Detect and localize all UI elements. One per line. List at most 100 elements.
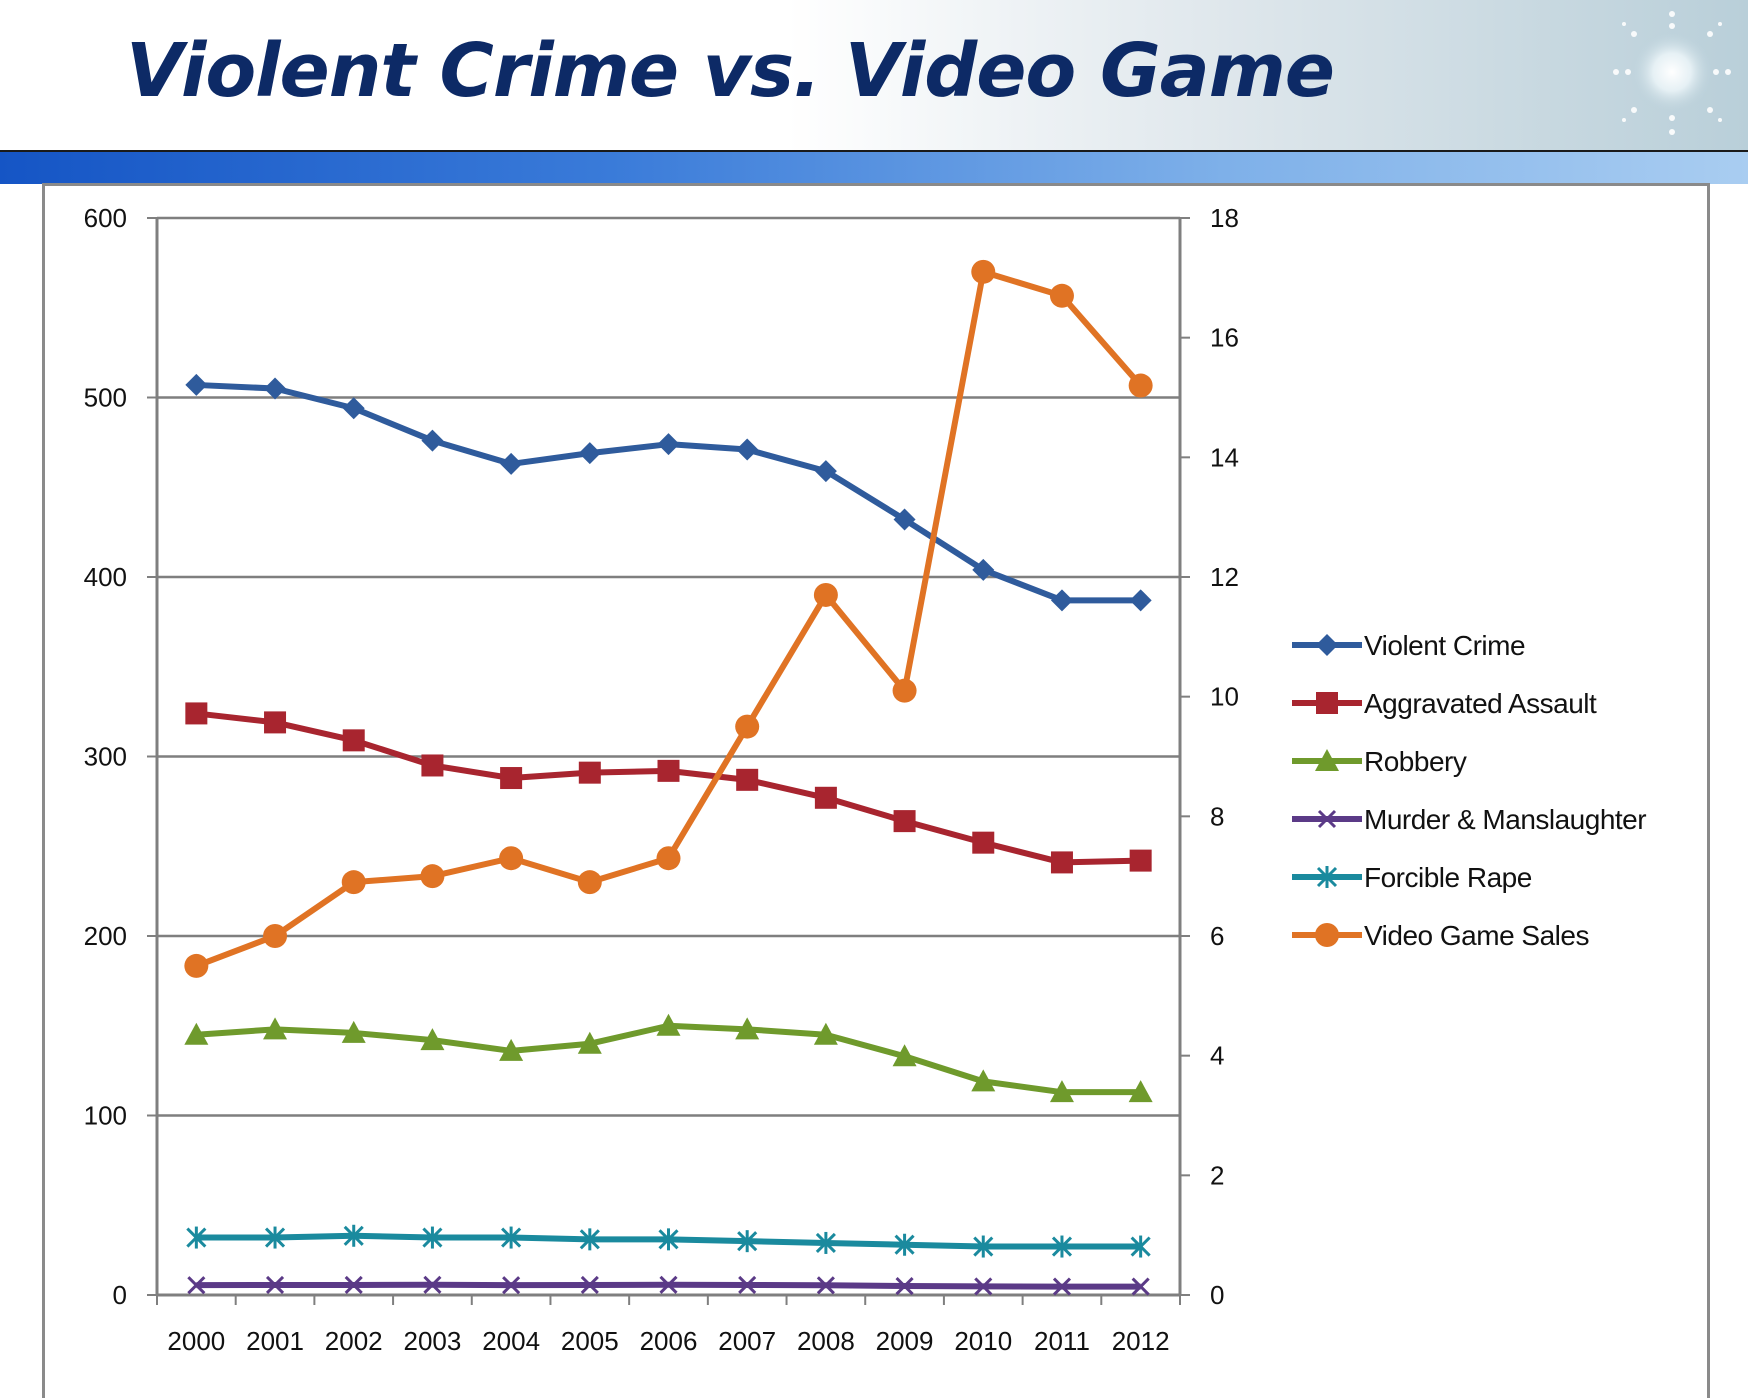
- tick-label-right-16: 16: [1210, 323, 1239, 353]
- point-murder-manslaughter-2009: [895, 1276, 914, 1296]
- x-label-2009: 2009: [876, 1326, 934, 1356]
- slide-header: Violent Crime vs. Video Game: [0, 0, 1748, 150]
- point-violent-crime-2011: [1050, 589, 1073, 612]
- point-forcible-rape-2004: [501, 1226, 522, 1249]
- x-label-2003: 2003: [404, 1326, 462, 1356]
- x-label-2007: 2007: [718, 1326, 776, 1356]
- point-aggravated-assault-2007: [736, 768, 759, 791]
- point-video-game-sales-2003: [420, 864, 445, 889]
- point-aggravated-assault-2002: [342, 729, 365, 752]
- legend-marker-robbery: [1315, 749, 1339, 771]
- point-murder-manslaughter-2004: [502, 1276, 521, 1295]
- point-murder-manslaughter-2002: [344, 1275, 363, 1295]
- point-video-game-sales-2004: [499, 846, 524, 871]
- tick-label-right-4: 4: [1210, 1041, 1224, 1071]
- legend-label-violent-crime: Violent Crime: [1364, 630, 1525, 661]
- point-robbery-2003: [420, 1028, 445, 1051]
- point-murder-manslaughter-2010: [974, 1277, 993, 1296]
- point-robbery-2001: [263, 1017, 288, 1040]
- point-aggravated-assault-2001: [264, 711, 287, 734]
- point-robbery-2000: [184, 1022, 209, 1045]
- legend-marker-aggravated-assault: [1316, 692, 1338, 714]
- point-aggravated-assault-2008: [814, 786, 837, 809]
- x-label-2011: 2011: [1034, 1326, 1090, 1356]
- x-label-2008: 2008: [797, 1326, 855, 1356]
- x-label-2005: 2005: [561, 1326, 619, 1356]
- point-murder-manslaughter-2006: [659, 1275, 678, 1294]
- point-video-game-sales-2002: [341, 870, 366, 895]
- point-robbery-2008: [813, 1022, 838, 1045]
- legend-label-aggravated-assault: Aggravated Assault: [1364, 688, 1597, 719]
- point-video-game-sales-2008: [813, 582, 838, 607]
- point-robbery-2009: [892, 1044, 917, 1067]
- tick-label-left-600: 600: [84, 203, 127, 233]
- point-violent-crime-2002: [342, 397, 365, 420]
- point-murder-manslaughter-2000: [187, 1276, 206, 1295]
- point-murder-manslaughter-2012-b: [1131, 1277, 1150, 1296]
- point-robbery-2004: [499, 1038, 524, 1061]
- point-forcible-rape-2002: [343, 1224, 364, 1247]
- point-violent-crime-2012: [1129, 589, 1152, 612]
- x-label-2010: 2010: [954, 1326, 1012, 1356]
- legend-label-robbery: Robbery: [1364, 746, 1467, 777]
- point-violent-crime-2010: [972, 558, 995, 581]
- legend-item-robbery: Robbery: [1292, 746, 1467, 777]
- series-forcible-rape: [186, 1224, 1151, 1258]
- legend-label-murder-manslaughter: Murder & Manslaughter: [1364, 804, 1646, 835]
- point-video-game-sales-2011: [1049, 283, 1074, 308]
- tick-label-right-8: 8: [1210, 801, 1224, 831]
- point-robbery-2012: [1128, 1080, 1153, 1103]
- legend-marker-murder-manslaughter: [1317, 809, 1337, 829]
- point-robbery-2011: [1049, 1080, 1074, 1103]
- point-murder-manslaughter-2007: [738, 1275, 757, 1295]
- point-murder-manslaughter-2011-b: [1052, 1277, 1072, 1296]
- point-robbery-2006: [656, 1013, 681, 1036]
- point-murder-manslaughter-2010-b: [974, 1277, 993, 1296]
- x-label-2012: 2012: [1112, 1326, 1170, 1356]
- point-murder-manslaughter-2005-b: [580, 1275, 599, 1295]
- point-forcible-rape-2000: [186, 1226, 207, 1249]
- series-line-violent-crime: [196, 381, 1141, 604]
- point-murder-manslaughter-2005: [580, 1275, 599, 1295]
- tick-label-left-200: 200: [84, 921, 127, 951]
- point-violent-crime-2004: [500, 452, 523, 475]
- tick-label-left-400: 400: [84, 562, 127, 592]
- legend-label-video-game-sales: Video Game Sales: [1364, 920, 1589, 951]
- point-aggravated-assault-2000: [185, 702, 208, 725]
- tick-label-right-2: 2: [1210, 1160, 1224, 1190]
- legend-item-forcible-rape: Forcible Rape: [1292, 862, 1532, 893]
- series-robbery: [184, 1013, 1153, 1103]
- sparkle-logo-icon: [1613, 11, 1731, 135]
- point-forcible-rape-2010: [973, 1235, 994, 1258]
- point-violent-crime-2007: [736, 438, 759, 461]
- chart-frame: [42, 183, 1710, 1398]
- legend-item-violent-crime: Violent Crime: [1292, 630, 1526, 661]
- point-murder-manslaughter-2003-b: [423, 1275, 442, 1294]
- point-video-game-sales-2006: [656, 846, 681, 871]
- point-aggravated-assault-2011: [1050, 851, 1073, 874]
- point-violent-crime-2003: [421, 429, 444, 452]
- point-murder-manslaughter-2001: [265, 1275, 285, 1295]
- series-video-game-sales: [184, 259, 1153, 978]
- x-label-2000: 2000: [167, 1326, 225, 1356]
- point-aggravated-assault-2005: [578, 761, 601, 784]
- legend-marker-video-game-sales: [1315, 923, 1339, 947]
- series-line-aggravated-assault: [196, 710, 1141, 866]
- point-aggravated-assault-2012: [1129, 849, 1152, 872]
- point-violent-crime-2000: [185, 373, 208, 396]
- tick-label-left-500: 500: [84, 383, 127, 413]
- x-label-2006: 2006: [640, 1326, 698, 1356]
- point-murder-manslaughter-2008-b: [816, 1276, 835, 1295]
- point-murder-manslaughter-2002-b: [344, 1275, 363, 1295]
- point-robbery-2005: [577, 1031, 602, 1054]
- point-forcible-rape-2003: [422, 1226, 443, 1249]
- point-aggravated-assault-2006: [657, 759, 680, 782]
- tick-label-right-14: 14: [1210, 442, 1239, 472]
- legend-item-murder-manslaughter: Murder & Manslaughter: [1292, 804, 1647, 835]
- point-video-game-sales-2009: [892, 678, 917, 703]
- point-murder-manslaughter-2007-b: [738, 1275, 757, 1295]
- series-aggravated-assault: [185, 702, 1152, 874]
- point-murder-manslaughter-2000-b: [187, 1276, 206, 1295]
- point-forcible-rape-2012: [1130, 1235, 1151, 1258]
- point-aggravated-assault-2004: [500, 767, 523, 790]
